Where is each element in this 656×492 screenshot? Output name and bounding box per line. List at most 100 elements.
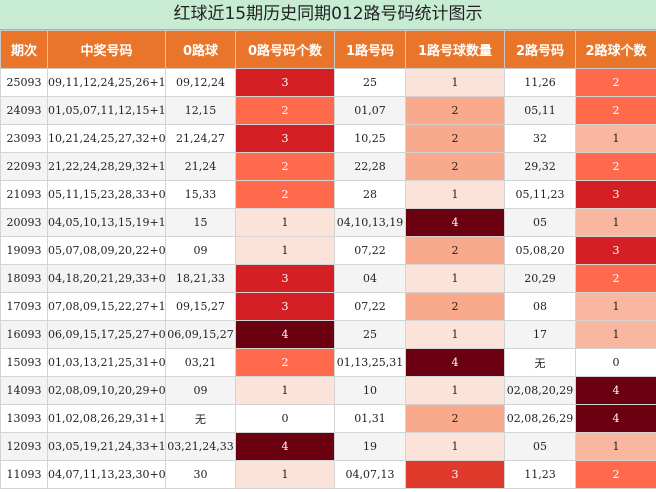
numbers-cell: 04,07,11,13,23,30+09 — [47, 460, 166, 489]
route2-cell: 32 — [504, 124, 576, 153]
route0-cell: 03,21,24,33 — [165, 432, 236, 461]
route0-cell: 21,24,27 — [165, 124, 236, 153]
route1-cell: 22,28 — [334, 152, 406, 181]
issue-cell: 21093 — [0, 180, 48, 209]
route0-cell: 09 — [165, 376, 236, 405]
header-route2: 2路号码 — [504, 30, 576, 69]
route2-count-cell: 2 — [575, 96, 656, 125]
table-row: 11093 04,07,11,13,23,30+09 30 1 04,07,13 3 11,… — [0, 460, 656, 489]
table-row: 18093 04,18,20,21,29,33+07 18,21,33 3 04 1 20,… — [0, 264, 656, 293]
route1-cell: 04 — [334, 264, 406, 293]
route1-count-cell: 1 — [405, 432, 505, 461]
route0-cell: 09,15,27 — [165, 292, 236, 321]
table-body: 25093 09,11,12,24,25,26+10 09,12,24 3 25 1 11,… — [0, 68, 656, 489]
table-row: 25093 09,11,12,24,25,26+10 09,12,24 3 25 1 11,… — [0, 68, 656, 97]
route2-count-cell: 2 — [575, 152, 656, 181]
route2-cell: 05,11,23 — [504, 180, 576, 209]
route0-cell: 30 — [165, 460, 236, 489]
numbers-cell: 01,02,08,26,29,31+14 — [47, 404, 166, 433]
route2-cell: 05,11 — [504, 96, 576, 125]
route1-count-cell: 1 — [405, 180, 505, 209]
route0-count-cell: 3 — [235, 124, 335, 153]
table-row: 23093 10,21,24,25,27,32+07 21,24,27 3 10,25 2… — [0, 124, 656, 153]
numbers-cell: 05,07,08,09,20,22+02 — [47, 236, 166, 265]
issue-cell: 20093 — [0, 208, 48, 237]
numbers-cell: 01,05,07,11,12,15+12 — [47, 96, 166, 125]
route0-cell: 15,33 — [165, 180, 236, 209]
issue-cell: 22093 — [0, 152, 48, 181]
route2-cell: 05 — [504, 432, 576, 461]
route2-cell: 20,29 — [504, 264, 576, 293]
numbers-cell: 04,18,20,21,29,33+07 — [47, 264, 166, 293]
table-row: 15093 01,03,13,21,25,31+08 03,21 2 01,13,25,… — [0, 348, 656, 377]
route2-count-cell: 2 — [575, 460, 656, 489]
route1-cell: 07,22 — [334, 236, 406, 265]
issue-cell: 23093 — [0, 124, 48, 153]
route0-count-cell: 2 — [235, 180, 335, 209]
numbers-cell: 07,08,09,15,22,27+12 — [47, 292, 166, 321]
route0-count-cell: 3 — [235, 264, 335, 293]
table-row: 14093 02,08,09,10,20,29+05 09 1 10 1 02,08,20,… — [0, 376, 656, 405]
table-row: 24093 01,05,07,11,12,15+12 12,15 2 01,07 2 05,… — [0, 96, 656, 125]
route2-cell: 29,32 — [504, 152, 576, 181]
route0-cell: 09,12,24 — [165, 68, 236, 97]
header-row: 期次 中奖号码 0路球 0路号码个数 1路号码 1路号球数量 2路号码 2路球个… — [0, 30, 656, 69]
route1-cell: 01,13,25,31 — [334, 348, 406, 377]
route2-count-cell: 1 — [575, 432, 656, 461]
issue-cell: 18093 — [0, 264, 48, 293]
route2-count-cell: 1 — [575, 320, 656, 349]
route2-count-cell: 4 — [575, 404, 656, 433]
route1-cell: 25 — [334, 68, 406, 97]
header-route1: 1路号码 — [334, 30, 406, 69]
route0-count-cell: 2 — [235, 348, 335, 377]
table-row: 12093 03,05,19,21,24,33+13 03,21,24,33 4 19 1… — [0, 432, 656, 461]
route2-count-cell: 2 — [575, 68, 656, 97]
route0-cell: 06,09,15,27 — [165, 320, 236, 349]
route1-count-cell: 2 — [405, 152, 505, 181]
route2-count-cell: 1 — [575, 208, 656, 237]
route0-cell: 12,15 — [165, 96, 236, 125]
table-row: 19093 05,07,08,09,20,22+02 09 1 07,22 2 05,08,… — [0, 236, 656, 265]
route0-count-cell: 4 — [235, 432, 335, 461]
route0-count-cell: 0 — [235, 404, 335, 433]
route2-count-cell: 4 — [575, 376, 656, 405]
route0-count-cell: 4 — [235, 320, 335, 349]
route1-cell: 19 — [334, 432, 406, 461]
numbers-cell: 01,03,13,21,25,31+08 — [47, 348, 166, 377]
header-route1-count: 1路号球数量 — [405, 30, 505, 69]
header-route0: 0路球 — [165, 30, 236, 69]
route2-cell: 11,26 — [504, 68, 576, 97]
route2-cell: 08 — [504, 292, 576, 321]
route2-count-cell: 0 — [575, 348, 656, 377]
route1-cell: 10 — [334, 376, 406, 405]
route0-count-cell: 2 — [235, 152, 335, 181]
numbers-cell: 02,08,09,10,20,29+05 — [47, 376, 166, 405]
route0-cell: 15 — [165, 208, 236, 237]
issue-cell: 25093 — [0, 68, 48, 97]
route1-cell: 04,07,13 — [334, 460, 406, 489]
table-row: 22093 21,22,24,28,29,32+14 21,24 2 22,28 2 29,… — [0, 152, 656, 181]
issue-cell: 19093 — [0, 236, 48, 265]
stats-table: 期次 中奖号码 0路球 0路号码个数 1路号码 1路号球数量 2路号码 2路球个… — [0, 30, 656, 489]
header-issue: 期次 — [0, 30, 48, 69]
route2-count-cell: 2 — [575, 264, 656, 293]
route2-count-cell: 1 — [575, 292, 656, 321]
route2-cell: 17 — [504, 320, 576, 349]
header-route0-count: 0路号码个数 — [235, 30, 335, 69]
route0-cell: 无 — [165, 404, 236, 433]
table-row: 20093 04,05,10,13,15,19+15 15 1 04,10,13,19 4… — [0, 208, 656, 237]
route0-count-cell: 1 — [235, 208, 335, 237]
table-row: 13093 01,02,08,26,29,31+14 无 0 01,31 2 02,08,2… — [0, 404, 656, 433]
route1-count-cell: 1 — [405, 68, 505, 97]
route0-count-cell: 1 — [235, 236, 335, 265]
route2-cell: 11,23 — [504, 460, 576, 489]
route1-count-cell: 2 — [405, 236, 505, 265]
route1-cell: 01,07 — [334, 96, 406, 125]
numbers-cell: 06,09,15,17,25,27+09 — [47, 320, 166, 349]
route0-count-cell: 1 — [235, 376, 335, 405]
issue-cell: 12093 — [0, 432, 48, 461]
route1-cell: 28 — [334, 180, 406, 209]
route0-cell: 09 — [165, 236, 236, 265]
route1-cell: 25 — [334, 320, 406, 349]
